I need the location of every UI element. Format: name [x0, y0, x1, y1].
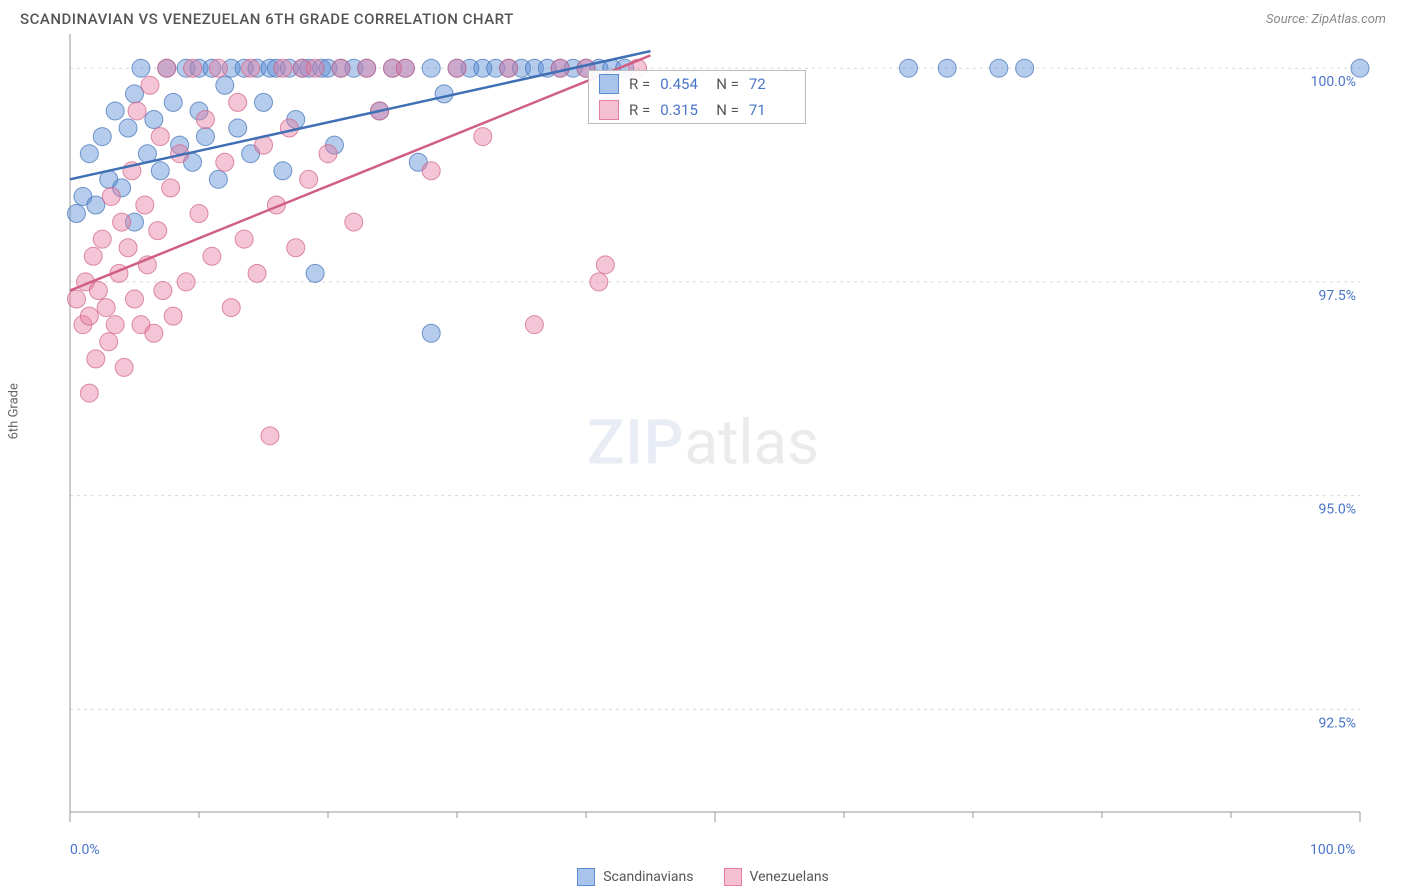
stats-row: R = 0.315 N = 71: [589, 97, 805, 123]
legend-swatch: [724, 868, 742, 886]
legend-label: Scandinavians: [603, 869, 693, 885]
chart-title: SCANDINAVIAN VS VENEZUELAN 6TH GRADE COR…: [20, 10, 514, 28]
stats-label: N =: [716, 75, 739, 93]
stats-value: 0.315: [660, 101, 706, 119]
legend: Scandinavians Venezuelans: [20, 868, 1386, 886]
chart-area: 6th Grade 92.5%95.0%97.5%100.0% ZIPatlas…: [20, 34, 1386, 886]
svg-text:100.0%: 100.0%: [1311, 74, 1356, 90]
stats-value: 0.454: [660, 75, 706, 93]
stats-value: 72: [749, 75, 795, 93]
scatter-plot: 92.5% 95.0% 97.5% 100.0%: [20, 34, 1400, 842]
correlation-stats-box: R = 0.454 N = 72 R = 0.315 N = 71: [588, 70, 806, 124]
stats-swatch: [599, 74, 619, 94]
x-tick-label: 0.0%: [70, 842, 100, 858]
stats-label: R =: [629, 101, 650, 119]
chart-source: Source: ZipAtlas.com: [1266, 12, 1386, 27]
stats-label: R =: [629, 75, 650, 93]
stats-row: R = 0.454 N = 72: [589, 71, 805, 97]
legend-label: Venezuelans: [750, 869, 829, 885]
stats-label: N =: [716, 101, 739, 119]
svg-text:97.5%: 97.5%: [1318, 288, 1356, 304]
legend-item: Scandinavians: [577, 868, 693, 886]
legend-item: Venezuelans: [724, 868, 829, 886]
legend-swatch: [577, 868, 595, 886]
stats-value: 71: [749, 101, 795, 119]
x-tick-label: 100.0%: [1310, 842, 1355, 858]
chart-header: SCANDINAVIAN VS VENEZUELAN 6TH GRADE COR…: [0, 0, 1406, 34]
svg-text:92.5%: 92.5%: [1318, 715, 1356, 731]
y-axis-label: 6th Grade: [7, 383, 22, 439]
svg-text:95.0%: 95.0%: [1318, 502, 1356, 518]
x-axis-labels: 0.0% 100.0%: [20, 842, 1400, 862]
stats-swatch: [599, 100, 619, 120]
